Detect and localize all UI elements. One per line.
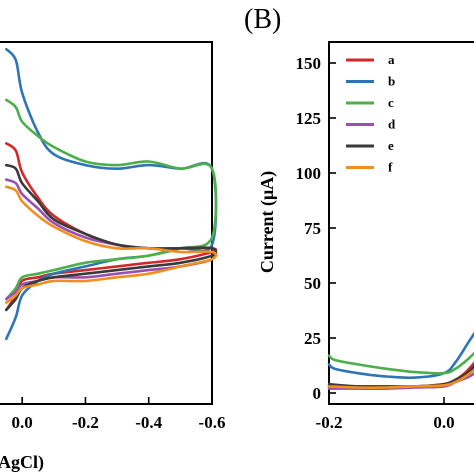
left-series-f-line	[5, 185, 218, 304]
right-x-ticks: -0.2 0.0	[316, 397, 455, 432]
legend-label-c: c	[388, 95, 394, 110]
right-y-tick-label: 150	[296, 54, 322, 73]
right-x-tick-label: -0.2	[316, 413, 343, 432]
left-series-e-line	[5, 163, 218, 312]
left-plot-frame	[0, 41, 213, 405]
legend-label-a: a	[388, 52, 395, 67]
right-y-tick-label: 0	[313, 384, 322, 403]
left-x-tick-label: -0.6	[199, 413, 226, 432]
left-panel: 0.0 -0.2 -0.4 -0.6 (AgCl)	[0, 41, 226, 473]
right-y-tick-label: 100	[296, 164, 322, 183]
right-y-ticks: 0 25 50 75 100 125 150	[296, 54, 336, 403]
legend-label-f: f	[388, 160, 393, 175]
right-y-tick-label: 125	[296, 109, 322, 128]
right-x-tick-label: 0.0	[433, 413, 454, 432]
left-x-tick-label: -0.2	[72, 413, 99, 432]
panel-label-b: (B)	[244, 4, 281, 35]
left-series-group	[5, 47, 218, 341]
right-y-tick-label: 75	[304, 219, 321, 238]
left-x-tick-label: -0.4	[135, 413, 162, 432]
right-series-c-line	[327, 351, 474, 375]
left-series-b-line	[5, 47, 218, 341]
right-series-group	[327, 331, 474, 390]
right-y-tick-label: 25	[304, 329, 321, 348]
right-series-b-line	[327, 331, 474, 380]
left-series-c-line	[5, 98, 218, 301]
left-x-tick-label: 0.0	[12, 413, 33, 432]
right-series-f-line	[327, 368, 474, 389]
right-panel: 0 25 50 75 100 125 150 -0.2 0.0 Current (μA) ab…	[257, 41, 474, 432]
right-y-tick-label: 50	[304, 274, 321, 293]
legend-label-d: d	[388, 117, 396, 132]
right-y-axis-title: Current (μA)	[257, 171, 278, 273]
legend-label-b: b	[388, 74, 395, 89]
left-x-ticks: 0.0 -0.2 -0.4 -0.6	[12, 397, 226, 432]
left-x-axis-title-fragment: (AgCl)	[0, 452, 44, 473]
right-plot-frame	[328, 41, 474, 405]
legend-label-e: e	[388, 138, 394, 153]
